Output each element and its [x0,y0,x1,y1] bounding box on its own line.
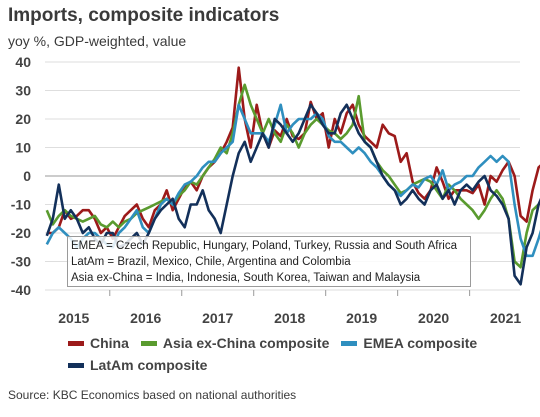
legend-item-latam: LatAm composite [68,357,207,373]
x-tick-label: 2015 [58,310,89,326]
chart-subtitle: yoy %, GDP-weighted, value [8,33,187,49]
legend-item-asia: Asia ex-China composite [140,335,330,351]
y-tick-label: -10 [11,197,31,213]
y-tick-label: 10 [15,140,31,156]
legend-label-emea: EMEA composite [363,335,478,351]
y-tick-label: -30 [11,254,31,270]
x-tick-label: 2017 [202,310,233,326]
x-tick-label: 2018 [274,310,305,326]
legend-swatch-latam [68,362,84,368]
y-tick-label: 20 [15,111,31,127]
y-tick-label: 0 [23,168,31,184]
legend-item-emea: EMEA composite [341,335,477,351]
x-tick-label: 2019 [346,310,377,326]
note-line-asia: Asia ex-China = India, Indonesia, South … [71,272,421,284]
y-tick-label: 30 [15,83,31,99]
y-tick-label: -20 [11,225,31,241]
source-note: Source: KBC Economics based on national … [8,388,297,402]
series-line-china [46,66,540,240]
legend-swatch-emea [341,340,358,346]
note-line-latam: LatAm = Brazil, Mexico, Chile, Argentina… [71,256,351,268]
legend-label-china: China [90,335,129,351]
legend-label-asia: Asia ex-China composite [162,335,330,351]
x-tick-label: 2016 [130,310,161,326]
chart-title: Imports, composite indicators [8,5,280,26]
legend-row: China Asia ex-China composite EMEA compo… [68,332,528,354]
legend-item-china: China [68,335,129,351]
note-line-emea: EMEA = Czech Republic, Hungary, Poland, … [71,240,457,252]
x-tick-label: 2020 [418,310,449,326]
y-tick-label: -40 [11,282,31,298]
series-line-emea-composite [45,103,540,258]
x-tick-label: 2021 [490,310,521,326]
legend-label-latam: LatAm composite [90,357,208,373]
legend-row: LatAm composite [68,354,528,376]
y-tick-label: 40 [15,54,31,70]
legend-swatch-china [68,340,84,346]
definitions-note: EMEA = Czech Republic, Hungary, Poland, … [67,236,471,287]
chart-legend: China Asia ex-China composite EMEA compo… [68,332,528,376]
legend-swatch-asia [140,340,157,346]
